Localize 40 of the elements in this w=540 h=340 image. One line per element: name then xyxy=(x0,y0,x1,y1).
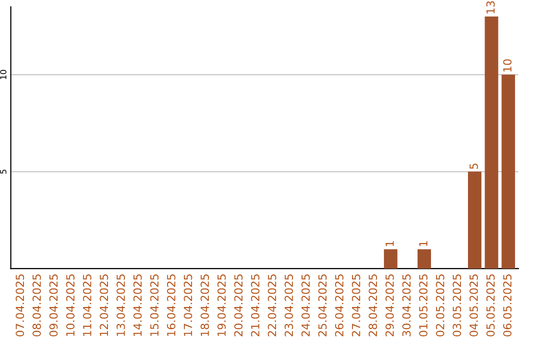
x-tick-label: 20.04.2025 xyxy=(234,274,243,336)
x-tick-label: 03.05.2025 xyxy=(452,274,462,336)
x-tick-label: 25.04.2025 xyxy=(318,274,327,336)
x-tick-label: 04.05.2025 xyxy=(470,274,478,336)
x-tick-label: 15.04.2025 xyxy=(150,274,159,336)
x-tick-label: 26.04.2025 xyxy=(335,274,344,336)
x-tick-label: 08.04.2025 xyxy=(32,274,41,336)
x-tick-label: 22.04.2025 xyxy=(268,274,276,336)
bar xyxy=(384,249,398,269)
data-label: 13 xyxy=(486,1,495,14)
data-label: 10 xyxy=(503,59,512,72)
x-tick-label: 13.04.2025 xyxy=(116,274,125,336)
x-tick-label: 21.04.2025 xyxy=(251,274,260,336)
x-tick-label: 19.04.2025 xyxy=(217,274,226,336)
x-tick-label: 10.04.2025 xyxy=(66,274,75,336)
bar xyxy=(484,16,498,269)
x-tick-label: 12.04.2025 xyxy=(100,274,108,336)
x-tick-label: 27.04.2025 xyxy=(352,274,360,336)
bar xyxy=(468,172,482,269)
data-label: 5 xyxy=(470,164,478,169)
bar xyxy=(418,249,431,269)
x-tick-label: 16.04.2025 xyxy=(166,274,176,336)
x-tick-label: 28.04.2025 xyxy=(368,274,378,336)
x-tick-label: 29.04.2025 xyxy=(385,274,394,336)
data-label: 1 xyxy=(386,241,394,246)
x-tick-label: 17.04.2025 xyxy=(184,274,192,336)
data-label: 1 xyxy=(419,241,428,246)
x-tick-label: 09.04.2025 xyxy=(49,274,58,336)
x-tick-label: 23.04.2025 xyxy=(284,274,294,336)
x-tick-label: 24.04.2025 xyxy=(301,274,310,336)
bar xyxy=(502,74,516,269)
x-tick-label: 18.04.2025 xyxy=(200,274,209,336)
x-tick-label: 11.04.2025 xyxy=(82,274,92,336)
x-tick-label: 02.05.2025 xyxy=(436,274,444,336)
x-tick-label: 30.04.2025 xyxy=(402,274,411,336)
x-tick-label: 14.04.2025 xyxy=(133,274,142,336)
x-tick-label: 06.05.2025 xyxy=(503,274,512,336)
x-tick-label: 05.05.2025 xyxy=(486,274,495,336)
x-tick-label: 07.04.2025 xyxy=(16,274,24,336)
x-tick-label: 01.05.2025 xyxy=(419,274,428,336)
